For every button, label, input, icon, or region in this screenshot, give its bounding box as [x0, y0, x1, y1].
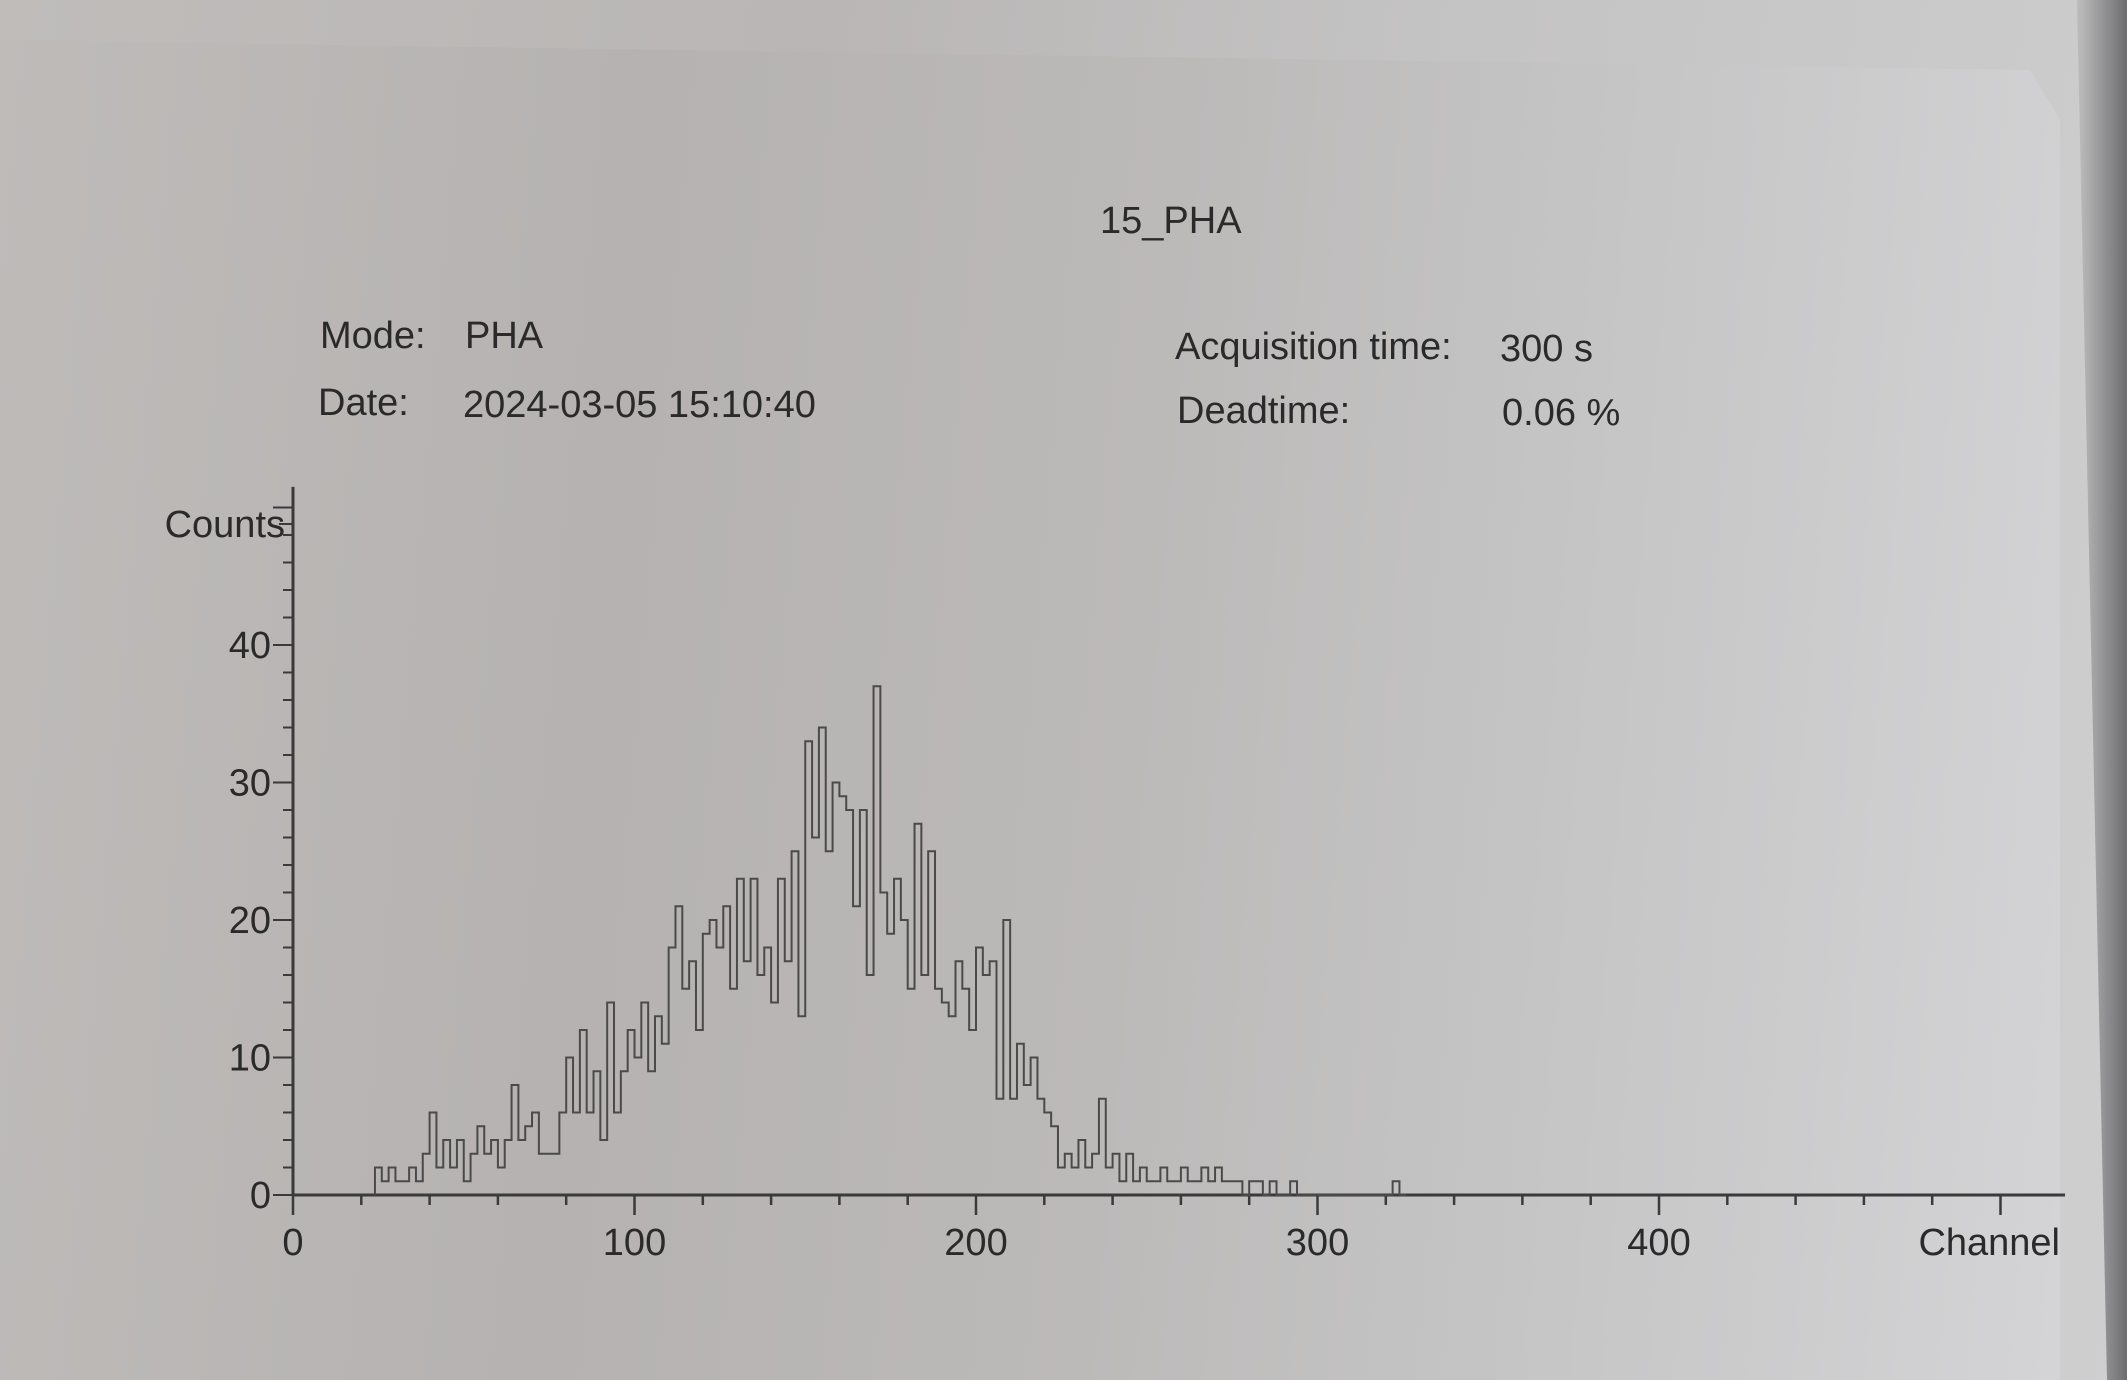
date-value: 2024-03-05 15:10:40	[463, 384, 816, 426]
y-tick-label: 30	[229, 763, 271, 805]
acquisition-time-value: 300 s	[1500, 328, 1593, 370]
deadtime-label: Deadtime:	[1177, 390, 1351, 432]
y-tick-label: 20	[229, 900, 271, 942]
chart-title: 15_PHA	[1100, 200, 1242, 242]
x-tick-label: 300	[1286, 1222, 1349, 1264]
axis-labels: 0 100 200 300 400 0 10 20 30 40 Counts Channel	[165, 504, 2060, 1264]
mode-value: PHA	[465, 315, 544, 357]
mode-label: Mode:	[320, 315, 426, 357]
y-tick-label: 40	[229, 625, 271, 667]
spectrum-step-line	[373, 685, 1407, 1196]
date-label: Date:	[318, 382, 409, 424]
x-tick-label: 0	[282, 1222, 303, 1264]
deadtime-value: 0.06 %	[1502, 392, 1621, 434]
y-axis-title: Counts	[165, 504, 285, 546]
x-axis-title: Channel	[1918, 1222, 2060, 1264]
paper-sheet	[0, 40, 2060, 1380]
x-tick-label: 400	[1627, 1222, 1690, 1264]
x-tick-label: 100	[603, 1222, 666, 1264]
y-tick-label: 10	[229, 1038, 271, 1080]
y-tick-label: 0	[250, 1175, 271, 1217]
axes	[273, 486, 2065, 1215]
x-tick-label: 200	[944, 1222, 1007, 1264]
spectrum-series	[373, 685, 1407, 1196]
acquisition-time-label: Acquisition time:	[1175, 326, 1452, 368]
